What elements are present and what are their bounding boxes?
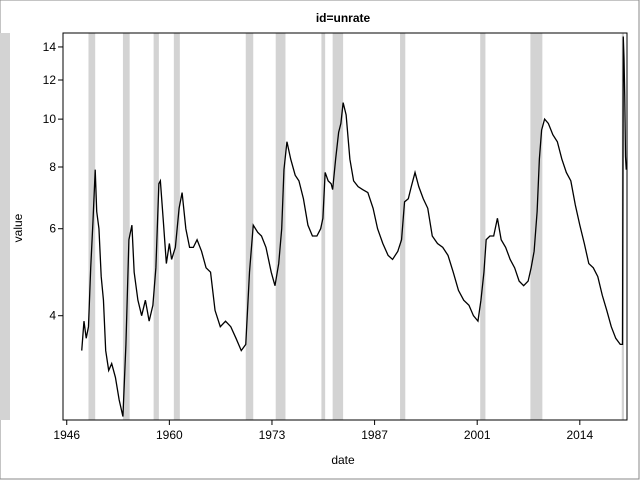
plot-frame: [62, 32, 628, 421]
shaded-period: [122, 33, 130, 420]
shaded-period: [88, 33, 96, 420]
y-tick-label: 10: [43, 112, 57, 126]
y-tick-label: 4: [49, 309, 56, 323]
shaded-period: [480, 33, 486, 420]
x-axis-label: date: [331, 453, 355, 467]
side-bar: [0, 33, 10, 420]
shaded-period: [275, 33, 286, 420]
data-line: [81, 36, 627, 417]
x-tick-label: 1946: [53, 428, 80, 442]
y-tick-label: 14: [43, 40, 57, 54]
chart-title: id=unrate: [316, 11, 371, 25]
shaded-period: [321, 33, 326, 420]
x-tick-label: 1960: [156, 428, 183, 442]
shaded-period: [153, 33, 159, 420]
x-tick-label: 1987: [361, 428, 388, 442]
x-tick-label: 2014: [566, 428, 593, 442]
x-tick-label: 1973: [259, 428, 286, 442]
y-axis-label: value: [11, 213, 25, 242]
shaded-period: [245, 33, 254, 420]
shaded-period: [332, 33, 344, 420]
y-tick-label: 8: [49, 160, 56, 174]
y-tick-label: 6: [49, 222, 56, 236]
y-tick-label: 12: [43, 73, 57, 87]
x-tick-label: 2001: [464, 428, 491, 442]
